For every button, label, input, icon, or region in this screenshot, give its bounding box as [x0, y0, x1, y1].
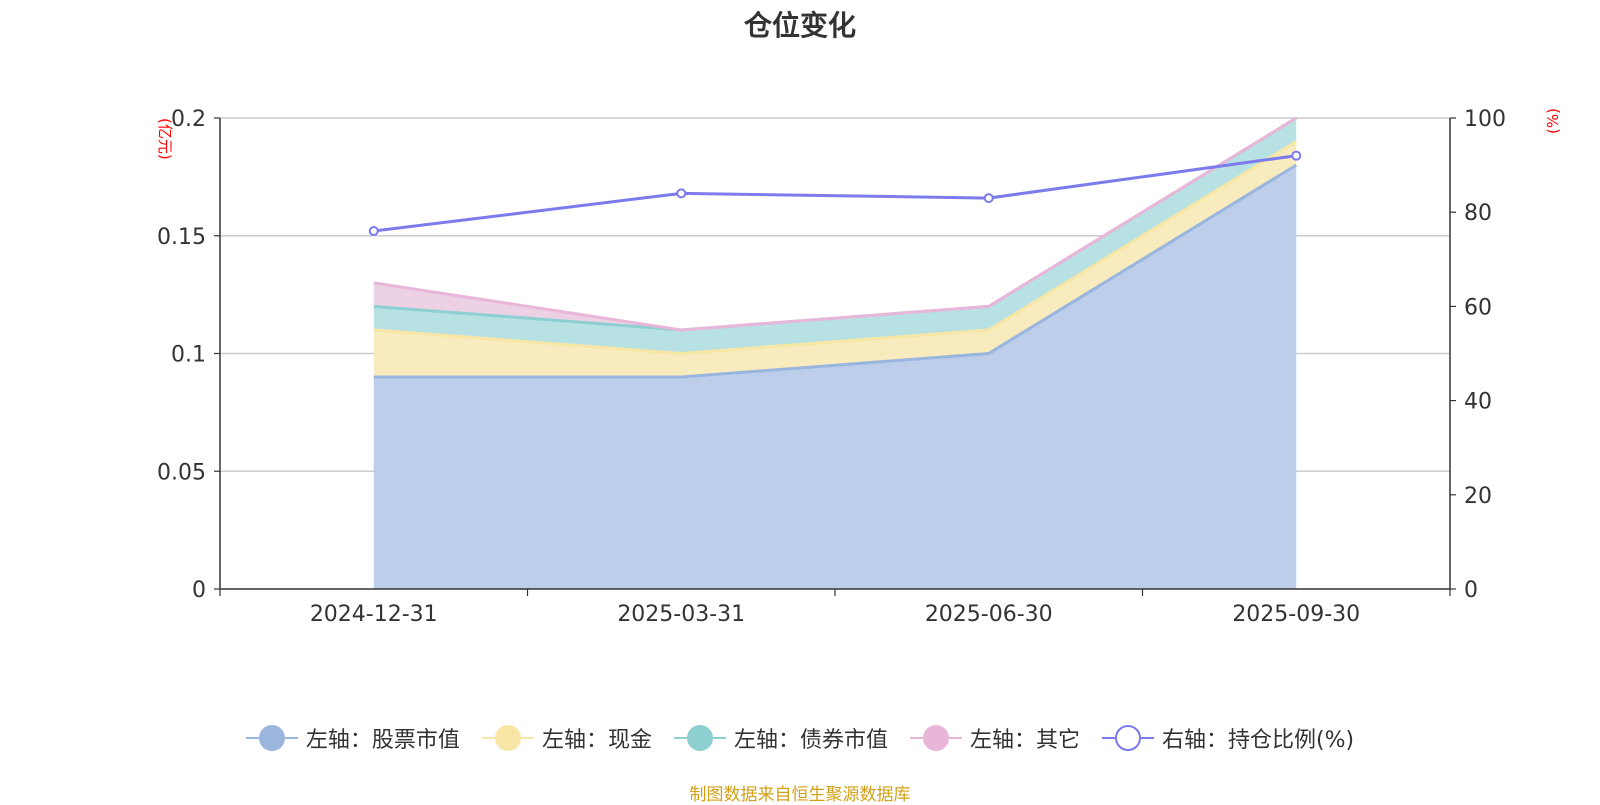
legend-item[interactable]: 左轴：现金	[481, 722, 652, 754]
area-左轴：债券市值	[373, 118, 1297, 354]
legend-symbol-icon	[909, 725, 962, 751]
left-axis-tick-label: 0	[192, 578, 206, 603]
area-line-左轴：其它	[373, 116, 1298, 332]
source-note: 制图数据来自恒生聚源数据库	[689, 785, 911, 805]
right-axis-tick-label: 0	[1464, 578, 1478, 603]
legend-label: 左轴：债券市值	[733, 728, 888, 753]
x-axis-tick-label: 2025-09-30	[1232, 602, 1360, 627]
legend-label: 左轴：股票市值	[305, 728, 460, 753]
area-左轴：股票市值	[373, 165, 1297, 589]
legend-label: 左轴：现金	[541, 728, 652, 753]
line-point	[1291, 150, 1302, 161]
legend-label: 右轴：持仓比例(%)	[1161, 728, 1355, 753]
x-axis-tick-label: 2025-03-31	[617, 602, 745, 627]
line-point	[983, 193, 994, 204]
area-line-左轴：现金	[373, 140, 1298, 356]
area-左轴：其它	[373, 118, 1297, 330]
area-左轴：现金	[373, 141, 1297, 378]
legend-item[interactable]: 右轴：持仓比例(%)	[1101, 722, 1355, 754]
area-line-左轴：股票市值	[373, 163, 1298, 379]
legend-symbol-icon	[673, 725, 726, 751]
legend-item[interactable]: 左轴：其它	[909, 722, 1080, 754]
left-axis-tick-label: 0.15	[157, 225, 206, 250]
legend: 左轴：股票市值 左轴：现金 左轴：债券市值 左轴：其它 右轴：持仓比例(%)	[0, 722, 1600, 754]
legend-symbol-icon	[245, 725, 298, 751]
right-axis-tick-label: 20	[1464, 484, 1492, 509]
chart-title: 仓位变化	[743, 9, 856, 42]
right-axis-tick-label: 60	[1464, 295, 1492, 320]
line-point	[676, 188, 687, 199]
legend-label: 左轴：其它	[969, 728, 1080, 753]
right-axis-tick-label: 80	[1464, 201, 1492, 226]
left-axis-tick-label: 0.2	[171, 107, 206, 132]
right-axis-tick-label: 40	[1464, 390, 1492, 415]
legend-item[interactable]: 左轴：债券市值	[673, 722, 888, 754]
legend-symbol-icon	[481, 725, 534, 751]
legend-symbol-icon	[1101, 725, 1154, 751]
legend-item[interactable]: 左轴：股票市值	[245, 722, 460, 754]
line-右轴：持仓比例(%)	[373, 154, 1297, 233]
right-axis-tick-label: 100	[1464, 107, 1506, 132]
left-axis-tick-label: 0.05	[157, 460, 206, 485]
left-axis-tick-label: 0.1	[171, 343, 206, 368]
x-axis-tick-label: 2025-06-30	[925, 602, 1053, 627]
x-axis-tick-label: 2024-12-31	[310, 602, 438, 627]
line-point	[368, 226, 379, 237]
